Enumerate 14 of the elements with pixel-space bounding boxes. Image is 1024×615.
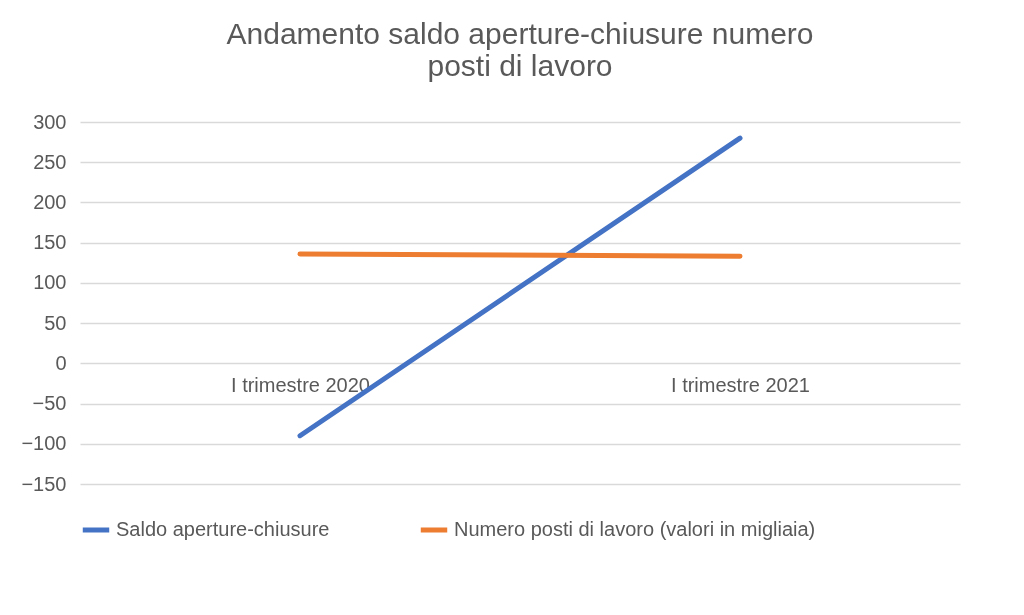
y-tick-label: 150 [33,231,67,254]
y-tick-label: 0 [55,351,67,374]
legend-label: Saldo aperture-chiusure [116,518,330,540]
chart-title: Andamento saldo aperture-chiusure numero posti di lavoro [226,17,814,82]
y-tick-label: −50 [32,392,67,415]
legend-label: Numero posti di lavoro (valori in migliaia) [454,518,816,540]
y-tick-label: −100 [21,432,67,455]
x-tick-label: I trimestre 2021 [671,373,810,396]
y-tick-label: 100 [33,271,67,294]
y-tick-label: −150 [21,472,67,495]
y-tick-label: 50 [44,311,67,334]
y-tick-label: 200 [33,190,67,213]
y-tick-label: 250 [33,150,67,173]
y-tick-label: 300 [33,110,67,133]
